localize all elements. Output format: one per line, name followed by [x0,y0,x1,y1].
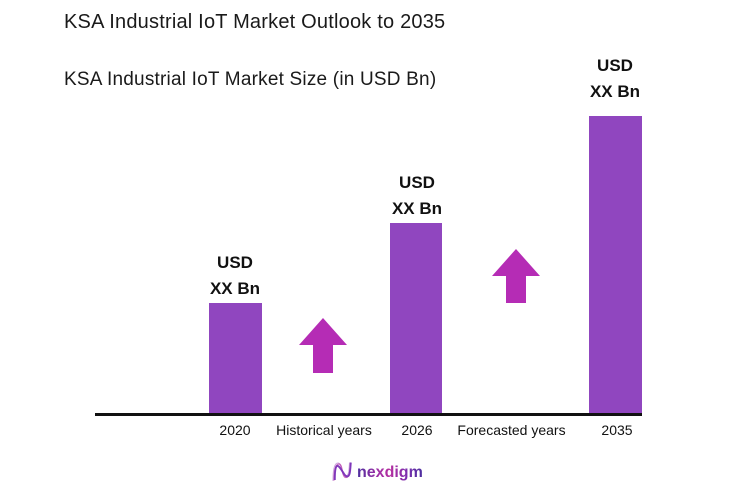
svg-text:nexdigm: nexdigm [357,464,423,481]
